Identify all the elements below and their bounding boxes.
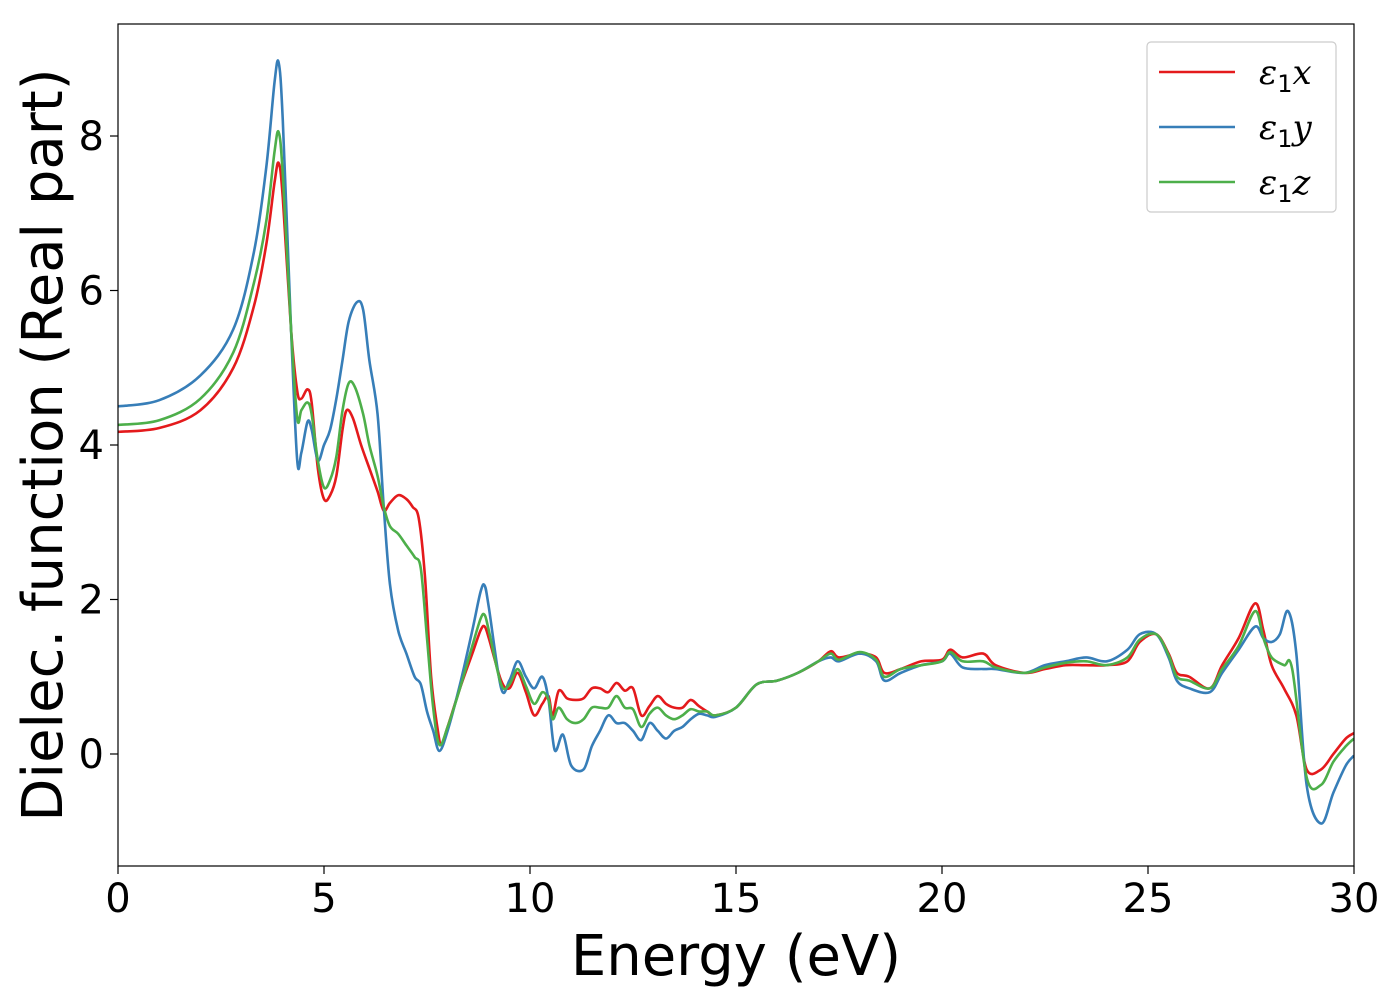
series-line-y <box>118 59 1354 825</box>
legend-label: ε1z <box>1259 163 1312 208</box>
y-tick-label: 4 <box>79 423 104 469</box>
x-tick-label: 25 <box>1123 876 1174 922</box>
y-tick-label: 2 <box>79 577 104 623</box>
y-tick-label: 8 <box>79 114 104 160</box>
x-tick-label: 5 <box>311 876 336 922</box>
legend-item-z: ε1z <box>1159 163 1312 208</box>
legend-box <box>1146 41 1337 213</box>
series-line-x <box>118 161 1354 776</box>
legend-label: ε1y <box>1259 108 1313 153</box>
x-tick-label: 15 <box>711 876 762 922</box>
x-tick-label: 0 <box>105 876 130 922</box>
x-tick-label: 10 <box>505 876 556 922</box>
y-tick-label: 0 <box>79 732 104 778</box>
x-axis-title: Energy (eV) <box>571 924 901 989</box>
ticks-layer: 0 5 10 15 20 25 30 0 2 4 6 8 <box>79 114 1380 922</box>
x-tick-label: 20 <box>917 876 968 922</box>
series-layer <box>118 59 1354 825</box>
series-line-z <box>118 129 1354 791</box>
legend-item-y: ε1y <box>1159 108 1313 153</box>
legend-item-x: ε1x <box>1159 53 1312 98</box>
y-axis-title: Dielec. function (Real part) <box>11 68 76 821</box>
x-tick-label: 30 <box>1329 876 1380 922</box>
legend-label: ε1x <box>1259 53 1312 98</box>
legend: ε1x ε1y ε1z <box>1146 41 1337 213</box>
y-tick-label: 6 <box>79 269 104 315</box>
